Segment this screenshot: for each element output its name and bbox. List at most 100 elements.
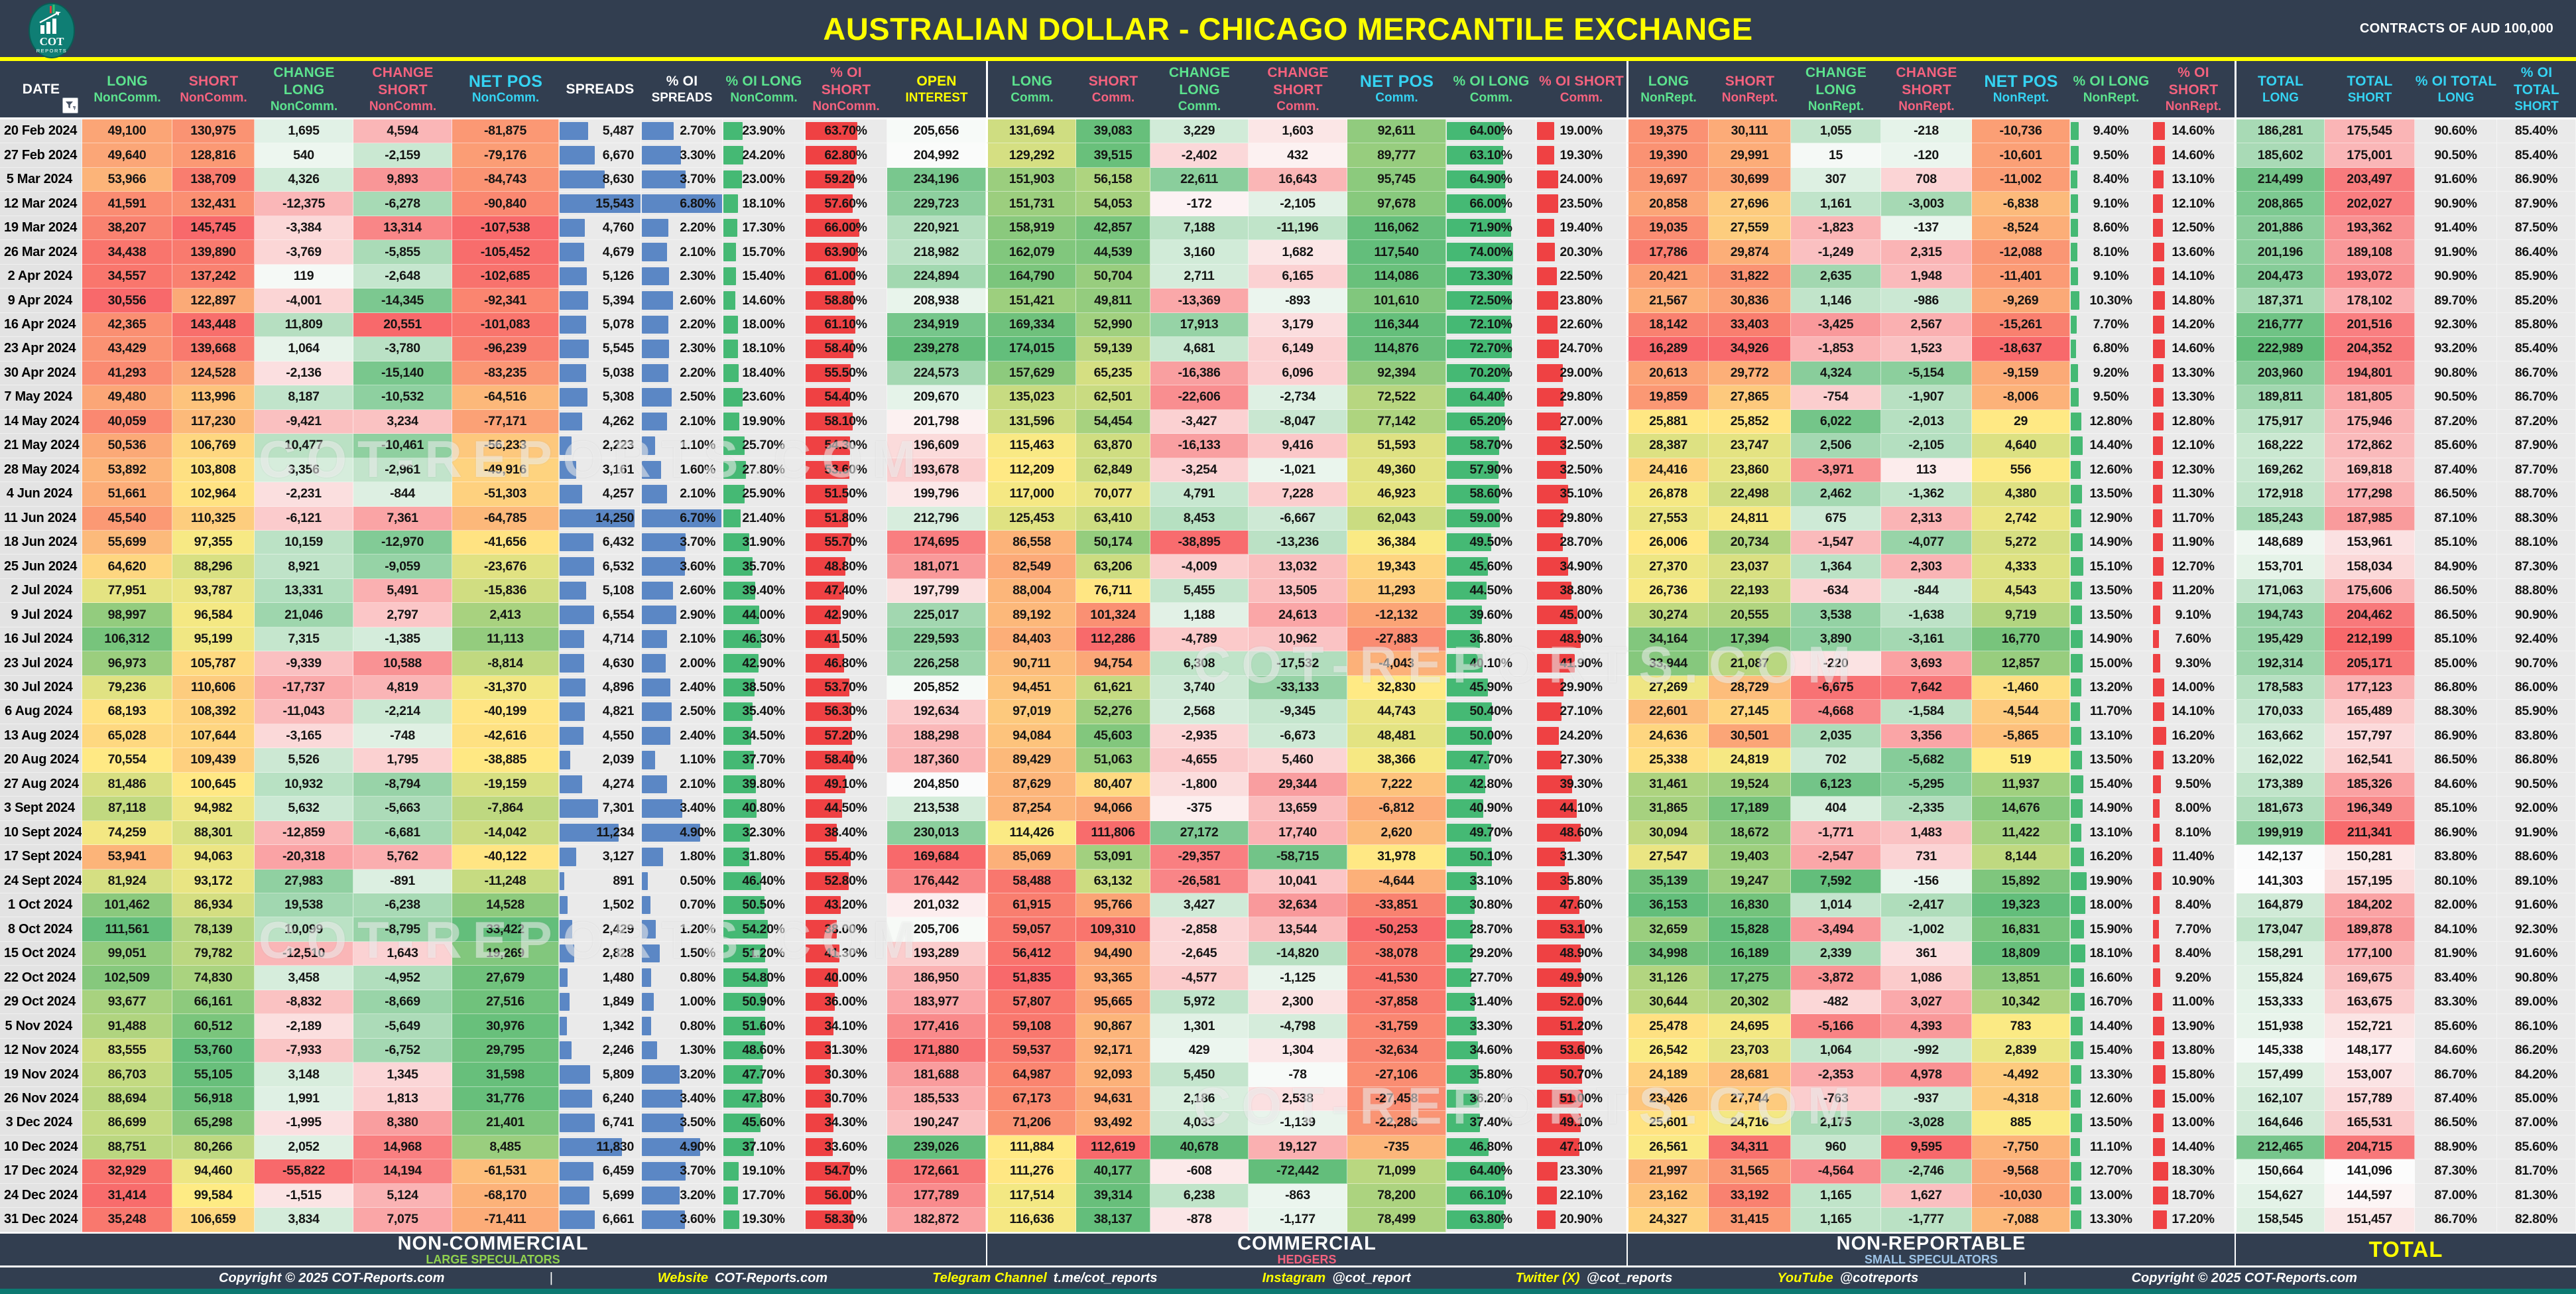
- cell-oi: 230,013: [887, 820, 986, 846]
- link-youtube[interactable]: YouTube @cotreports: [1777, 1271, 1918, 1286]
- cell-c_short: 101,324: [1076, 603, 1150, 627]
- cell-c_net: -32,634: [1347, 1038, 1446, 1063]
- data-bar: [806, 1089, 831, 1108]
- data-bar: [806, 678, 850, 697]
- cell-nr_chg_long: 404: [1791, 797, 1881, 821]
- row-date: 1 Oct 2024: [0, 893, 82, 918]
- cell-nr_chg_short: -1,584: [1881, 700, 1972, 724]
- cell-tot_short: 178,102: [2325, 289, 2415, 313]
- link-instagram[interactable]: Instagram @cot_report: [1262, 1271, 1411, 1286]
- link-twitter-x-[interactable]: Twitter (X) @cot_reports: [1516, 1271, 1673, 1286]
- cell-nc_long: 64,620: [82, 554, 172, 579]
- cell-pct_tot_short: 85.00%: [2497, 1086, 2576, 1112]
- data-bar: [1537, 872, 1569, 890]
- data-bar: [806, 1137, 833, 1157]
- cell-pct_nc_long: 48.60%: [723, 1038, 805, 1063]
- cell-nr_chg_short: 708: [1881, 167, 1972, 192]
- cell-tot_long: 195,429: [2235, 627, 2325, 652]
- data-bar: [560, 1089, 593, 1108]
- cell-nc_chg_short: -1,385: [353, 627, 452, 652]
- cell-oi: 193,678: [887, 458, 986, 483]
- row-date: 22 Oct 2024: [0, 966, 82, 990]
- cell-pct_nc_long: 46.30%: [723, 627, 805, 652]
- cell-nc_short: 110,325: [172, 506, 255, 531]
- cell-nr_long: 26,542: [1626, 1038, 1709, 1063]
- cell-pct_nr_short: 12.10%: [2152, 192, 2235, 216]
- cell-tot_long: 203,960: [2235, 361, 2325, 386]
- cell-nr_chg_short: 4,978: [1881, 1063, 1972, 1087]
- cell-nr_chg_short: 113: [1881, 458, 1972, 483]
- link-website[interactable]: Website COT-Reports.com: [658, 1271, 828, 1286]
- cell-pct_nc_short: 38.00%: [805, 917, 887, 942]
- cell-pct_tot_long: 83.30%: [2415, 990, 2497, 1015]
- col-header-nr_net: NET POS NonRept.: [1972, 61, 2070, 119]
- table-row: 29 Oct 2024 93,677 66,161 -8,832 -8,669 27,51…: [0, 990, 2576, 1015]
- cell-nc_long: 41,293: [82, 361, 172, 386]
- cell-pct_nc_long: 17.30%: [723, 216, 805, 241]
- cell-oi: 239,026: [887, 1135, 986, 1160]
- data-bar: [2071, 509, 2081, 527]
- filter-icon[interactable]: [62, 97, 78, 113]
- cell-pct_nr_short: 10.90%: [2152, 869, 2235, 893]
- cell-nc_long: 87,118: [82, 797, 172, 821]
- data-bar: [560, 509, 635, 527]
- cell-nc_chg_short: -2,961: [353, 458, 452, 483]
- cell-c_chg_long: 40,678: [1150, 1135, 1249, 1160]
- col-header-pct_c_long: % OI LONG Comm.: [1446, 61, 1536, 119]
- cell-spreads: 4,257: [559, 482, 641, 507]
- cell-tot_short: 194,801: [2325, 361, 2415, 386]
- cell-spreads: 5,487: [559, 119, 641, 144]
- data-bar: [806, 872, 849, 890]
- cell-nr_short: 28,729: [1709, 675, 1791, 700]
- data-bar: [2071, 340, 2077, 358]
- data-bar: [2153, 1041, 2164, 1060]
- data-bar: [806, 533, 851, 552]
- title-bar: COT REPORTS AUSTRALIAN DOLLAR - CHICAGO …: [0, 0, 2576, 58]
- cell-nc_chg_long: -3,165: [255, 724, 353, 749]
- data-bar: [1447, 581, 1487, 600]
- link-telegram-channel[interactable]: Telegram Channel t.me/cot_reports: [932, 1271, 1157, 1286]
- cell-nr_chg_long: -3,425: [1791, 312, 1881, 338]
- cell-nr_short: 17,394: [1709, 627, 1791, 652]
- cell-nc_chg_long: 21,046: [255, 603, 353, 627]
- cell-pct_nc_short: 57.20%: [805, 724, 887, 749]
- cell-spreads: 2,246: [559, 1038, 641, 1063]
- cell-c_chg_long: -3,427: [1150, 409, 1249, 434]
- cell-pct_nc_long: 32.30%: [723, 820, 805, 846]
- cell-c_long: 82,549: [986, 554, 1076, 579]
- data-bar: [806, 896, 841, 915]
- cell-pct_tot_short: 81.70%: [2497, 1159, 2576, 1184]
- cell-pct_nc_long: 39.80%: [723, 772, 805, 797]
- row-date: 25 Jun 2024: [0, 554, 82, 579]
- cell-nc_chg_short: 10,588: [353, 651, 452, 676]
- row-date: 9 Jul 2024: [0, 603, 82, 627]
- data-bar: [723, 218, 738, 237]
- data-bar: [2071, 533, 2083, 552]
- cell-pct_tot_short: 85.20%: [2497, 289, 2576, 313]
- cell-nr_chg_short: -137: [1881, 216, 1972, 241]
- table-row: 3 Dec 2024 86,699 65,298 -1,995 8,380 21,401 6…: [0, 1111, 2576, 1135]
- cell-nr_long: 20,613: [1626, 361, 1709, 386]
- cell-tot_short: 153,961: [2325, 530, 2415, 555]
- cell-pct_nr_long: 13.50%: [2070, 748, 2152, 773]
- data-bar: [1447, 629, 1480, 649]
- cell-nr_chg_long: 3,538: [1791, 603, 1881, 627]
- row-date: 17 Dec 2024: [0, 1159, 82, 1184]
- cell-pct_tot_long: 87.30%: [2415, 1159, 2497, 1184]
- cell-pct_nr_short: 12.30%: [2152, 458, 2235, 483]
- cell-pct_nr_long: 15.10%: [2070, 554, 2152, 579]
- cell-spreads: 6,661: [559, 1208, 641, 1232]
- cell-c_net: 72,522: [1347, 385, 1446, 410]
- cell-pct_c_short: 35.10%: [1536, 482, 1626, 507]
- data-bar: [560, 1041, 572, 1060]
- cell-pct_nr_short: 14.80%: [2152, 289, 2235, 313]
- cell-oi: 193,289: [887, 941, 986, 966]
- cell-nc_chg_short: 9,893: [353, 167, 452, 192]
- cell-nc_long: 49,640: [82, 143, 172, 168]
- cell-oi: 234,919: [887, 312, 986, 338]
- cell-nc_long: 74,259: [82, 820, 172, 846]
- cell-nc_net: -14,042: [452, 820, 559, 846]
- cell-c_chg_short: 16,643: [1249, 167, 1347, 192]
- cell-c_chg_long: 22,611: [1150, 167, 1249, 192]
- data-bar: [560, 1162, 594, 1181]
